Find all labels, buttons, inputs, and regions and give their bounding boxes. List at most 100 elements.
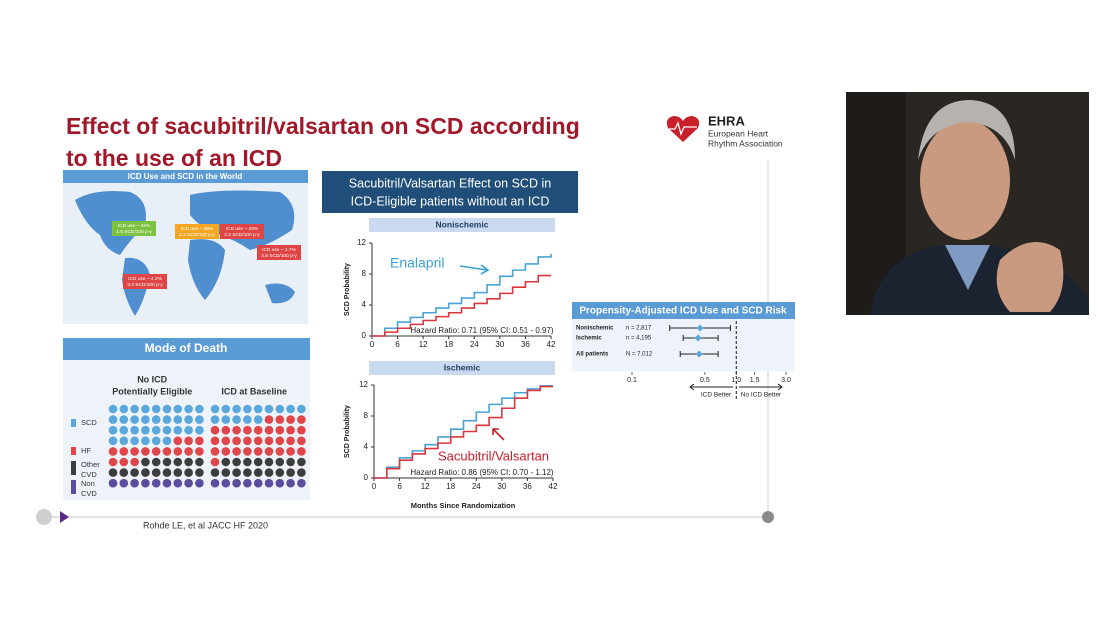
death-dot	[195, 415, 204, 424]
km-curve	[372, 274, 551, 337]
group-title: Potentially Eligible	[112, 386, 192, 396]
death-dot	[130, 478, 139, 488]
death-dot	[232, 425, 241, 435]
death-dot	[286, 457, 295, 467]
person-shirt	[945, 245, 990, 290]
death-title: Mode of Death	[145, 341, 228, 355]
x-tick-label: 18	[446, 482, 455, 491]
progress-handle[interactable]	[762, 511, 774, 523]
annotation: Enalapril	[390, 255, 444, 271]
death-dot	[297, 457, 306, 467]
x-tick-label: 1.0	[731, 377, 741, 384]
row-n: N = 7,012	[626, 352, 653, 358]
row-label: All patients	[576, 352, 609, 358]
x-axis-label: Months Since Randomization	[411, 501, 516, 510]
y-tick-label: 0	[362, 331, 367, 340]
death-dot	[232, 468, 241, 477]
death-dot	[184, 478, 193, 488]
death-dot	[210, 425, 220, 435]
death-dot	[108, 468, 118, 477]
death-dot	[275, 415, 285, 424]
death-dot	[243, 425, 252, 435]
left-arrow	[689, 383, 733, 391]
death-dot	[286, 415, 295, 424]
death-dot	[275, 478, 285, 488]
webcam-video	[846, 92, 1089, 315]
death-dot	[162, 415, 172, 424]
death-dot	[151, 425, 161, 435]
death-dot	[264, 447, 274, 456]
death-dot	[173, 457, 183, 467]
death-dot	[130, 468, 139, 477]
death-dot	[173, 436, 183, 446]
death-dot	[253, 415, 263, 424]
death-dot	[221, 478, 231, 488]
legend-label: Non	[81, 479, 95, 488]
death-dot	[151, 457, 161, 467]
death-dot	[141, 478, 150, 488]
death-dot	[119, 468, 129, 477]
death-dot	[141, 457, 150, 467]
death-dot	[130, 425, 139, 435]
death-dot	[210, 415, 220, 424]
death-dot	[184, 447, 193, 456]
africa	[188, 239, 225, 300]
x-tick-label: 3.0	[781, 377, 791, 384]
map-label: ICD use ~ 29%	[226, 226, 259, 232]
death-dot	[119, 436, 129, 446]
row-n: n = 2,817	[626, 326, 652, 332]
map-title: ICD Use and SCD in the World	[128, 172, 243, 181]
death-dot	[275, 468, 285, 477]
km-curve	[372, 253, 552, 337]
y-tick-label: 4	[362, 300, 367, 309]
play-button[interactable]	[60, 511, 69, 523]
death-dot	[232, 415, 241, 424]
x-tick-label: 30	[497, 482, 506, 491]
slide-title: to the use of an ICD	[66, 145, 282, 171]
x-tick-label: 42	[549, 482, 558, 491]
death-dot	[130, 457, 139, 467]
death-dot	[119, 404, 129, 414]
death-dot	[221, 436, 231, 446]
death-dot	[151, 447, 161, 456]
row-label: Ischemic	[576, 336, 602, 342]
death-dot	[130, 436, 139, 446]
legend-label: SCD	[81, 418, 97, 427]
map-label: ICD use ~ 1.7%	[262, 247, 296, 253]
death-dot	[108, 447, 118, 456]
slide-title: Effect of sacubitril/valsartan on SCD ac…	[66, 113, 580, 139]
death-dot	[162, 404, 172, 414]
death-dot	[253, 436, 263, 446]
legend-label: CVD	[81, 470, 97, 479]
km-curve	[374, 384, 553, 479]
x-tick-label: 24	[472, 482, 481, 491]
y-tick-label: 8	[362, 269, 367, 278]
death-dot	[162, 468, 172, 477]
death-dot	[141, 404, 150, 414]
death-dot	[173, 404, 183, 414]
death-dot	[210, 447, 220, 456]
x-tick-label: 0	[370, 340, 375, 349]
left-label: ICD Better	[701, 392, 732, 399]
hr-point	[694, 334, 702, 342]
death-dot	[210, 436, 220, 446]
death-dot	[243, 436, 252, 446]
effect-title: ICD-Eligible patients without an ICD	[351, 194, 550, 208]
death-dot	[232, 404, 241, 414]
death-dot	[264, 436, 274, 446]
death-dot	[184, 436, 193, 446]
death-dot	[119, 478, 129, 488]
x-tick-label: 24	[470, 340, 479, 349]
map-label: 4.5 SCD/100 p-y	[261, 253, 297, 259]
progress-start[interactable]	[36, 509, 52, 525]
y-tick-label: 0	[364, 473, 369, 482]
death-dot	[210, 468, 220, 477]
death-dot	[286, 436, 295, 446]
death-dot	[297, 436, 306, 446]
map-label-box	[257, 245, 301, 260]
hr-point	[696, 324, 704, 332]
death-dot	[130, 415, 139, 424]
y-tick-label: 12	[357, 238, 366, 247]
x-tick-label: 36	[521, 340, 530, 349]
